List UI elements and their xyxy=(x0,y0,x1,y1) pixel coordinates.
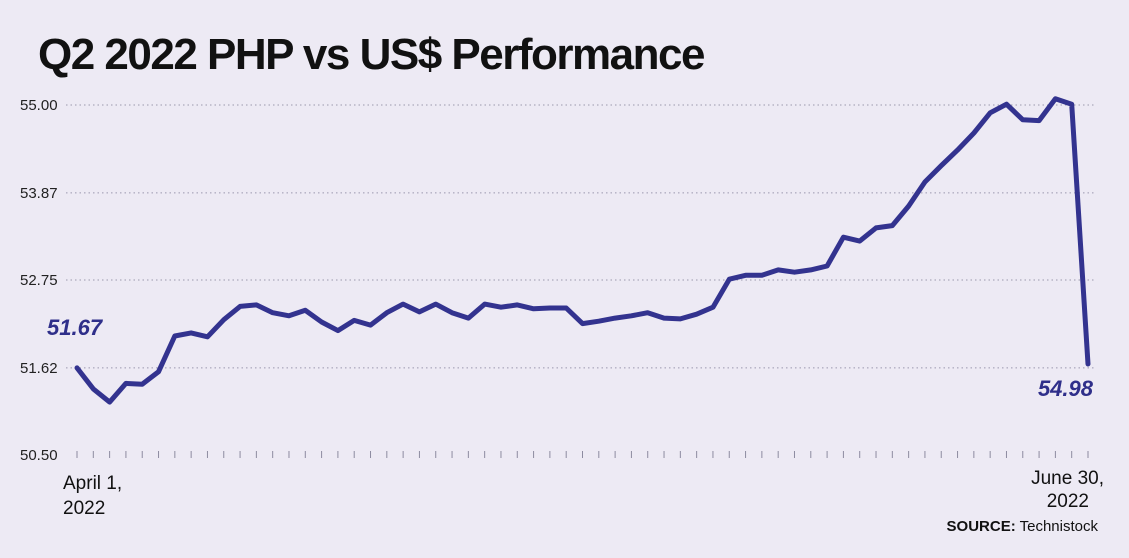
series-line xyxy=(74,96,1091,405)
x-label-start: April 1, xyxy=(63,473,122,494)
y-tick-label: 50.50 xyxy=(20,447,58,464)
y-tick-label: 53.87 xyxy=(20,185,58,202)
end-value-annotation: 54.98 xyxy=(1038,376,1094,401)
chart-title: Q2 2022 PHP vs US$ Performance xyxy=(38,30,705,79)
x-label-end-year: 2022 xyxy=(1047,491,1089,512)
x-label-end: June 30, xyxy=(1031,468,1104,489)
y-tick-label: 52.75 xyxy=(20,272,58,289)
y-tick-label: 55.00 xyxy=(20,97,58,114)
x-label-start-year: 2022 xyxy=(63,498,105,519)
source-label: SOURCE: xyxy=(946,518,1016,535)
start-value-annotation: 51.67 xyxy=(47,315,104,340)
y-tick-label: 51.62 xyxy=(20,360,58,377)
source-note: SOURCE: Technistock xyxy=(947,518,1098,535)
source-value: Technistock xyxy=(1019,518,1098,535)
